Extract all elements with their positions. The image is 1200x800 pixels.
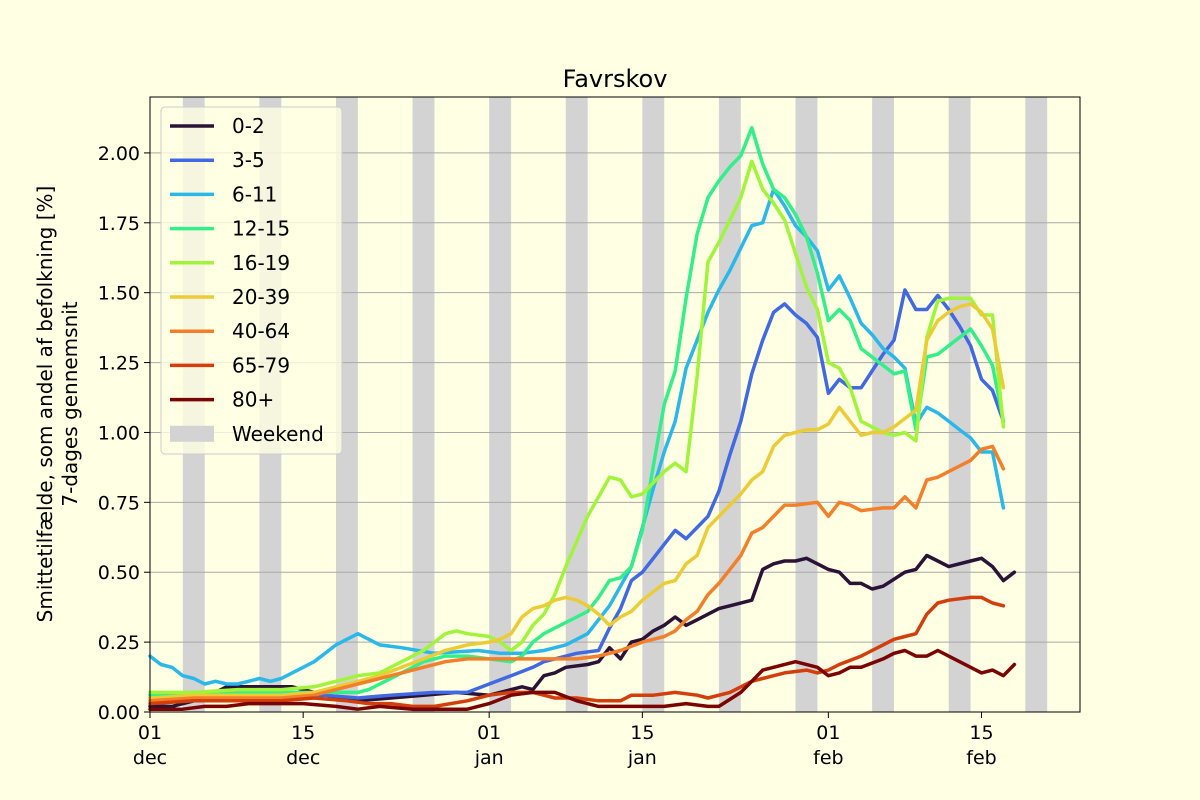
series-line xyxy=(148,126,1006,697)
x-tick-label-day: 01 xyxy=(138,722,162,744)
legend: 0-2 3-5 6-11 12-15 16-19 20-39 40-64 65-79 80+ We… xyxy=(160,106,343,455)
weekend-band xyxy=(948,97,971,712)
legend-swatch-weekend xyxy=(170,425,214,442)
y-axis-label-line-1: Smittetilfælde, som andel af befolkning … xyxy=(33,186,57,623)
weekend-band xyxy=(489,97,512,712)
x-tick-label-day: 15 xyxy=(969,722,993,744)
plot-frame xyxy=(149,96,1081,713)
legend-label: 16-19 xyxy=(232,251,290,275)
y-tick-label: 0.50 xyxy=(98,562,140,584)
y-tick-label: 0.75 xyxy=(98,492,140,514)
series-line xyxy=(148,648,1017,711)
x-tick-label-month: dec xyxy=(286,747,320,769)
y-axis-label: Smittetilfælde, som andel af befolkning … xyxy=(33,186,82,623)
weekend-band xyxy=(872,97,894,712)
y-tick-label: 1.25 xyxy=(98,353,140,375)
series-line xyxy=(148,595,1006,709)
y-tick-label: 1.50 xyxy=(98,283,140,305)
series-line xyxy=(148,302,1006,700)
x-tick-label-month: feb xyxy=(966,747,996,769)
x-tick-label-month: dec xyxy=(133,747,167,769)
legend-label: 6-11 xyxy=(232,182,277,206)
x-tick-label-day: 15 xyxy=(291,722,315,744)
x-tick-label-day: 01 xyxy=(477,722,501,744)
x-tick-label-month: feb xyxy=(813,747,843,769)
x-tick-label-month: jan xyxy=(474,747,504,769)
y-tick-label: 2.00 xyxy=(98,143,140,165)
legend-label-weekend: Weekend xyxy=(232,422,324,446)
x-tick-label-day: 01 xyxy=(816,722,840,744)
legend-label: 0-2 xyxy=(232,114,265,138)
y-axis: 0.00 0.25 0.50 0.75 1.00 1.25 1.50 1.75 2.00 xyxy=(98,143,150,724)
legend-label: 20-39 xyxy=(232,285,290,309)
y-tick-label: 0.25 xyxy=(98,632,140,654)
weekend-band xyxy=(718,97,741,712)
x-tick-label-day: 15 xyxy=(630,722,654,744)
series-line xyxy=(148,444,1006,703)
y-tick-label: 0.00 xyxy=(98,702,140,724)
legend-label: 80+ xyxy=(232,388,274,412)
legend-label: 65-79 xyxy=(232,353,290,377)
weekend-band xyxy=(795,97,818,712)
series-line xyxy=(148,553,1017,709)
chart-title: Favrskov xyxy=(563,65,668,93)
y-tick-label: 1.00 xyxy=(98,422,140,444)
weekend-band xyxy=(1025,97,1048,712)
legend-label: 40-64 xyxy=(232,319,290,343)
series-lines xyxy=(148,126,1017,711)
x-axis: 01 dec 15 dec 01 jan 15 jan 01 feb 15 feb xyxy=(133,712,997,769)
legend-label: 12-15 xyxy=(232,217,290,241)
series-line xyxy=(148,159,1006,695)
y-axis-label-line-2: 7-dages gennemsnit xyxy=(58,301,82,506)
weekend-band xyxy=(642,97,665,712)
legend-label: 3-5 xyxy=(232,148,265,172)
y-tick-label: 1.75 xyxy=(98,213,140,235)
x-tick-label-month: jan xyxy=(627,747,657,769)
series-line xyxy=(148,288,1006,700)
weekend-band xyxy=(412,97,435,712)
